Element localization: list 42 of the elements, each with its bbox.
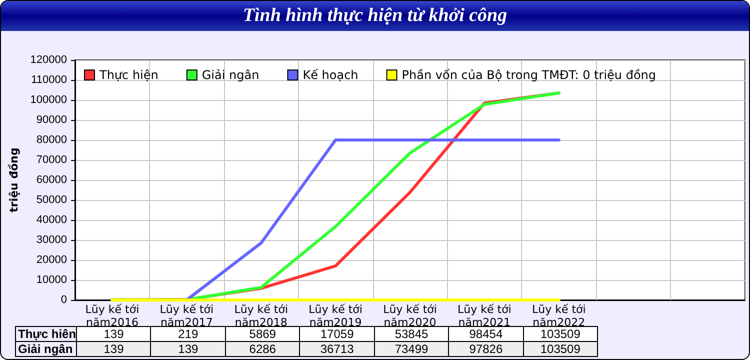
y-tick-label: 50000 <box>36 194 67 206</box>
chart-title: Tình hình thực hiện từ khởi công <box>1 1 749 31</box>
data-label: 219 <box>150 326 226 342</box>
text: Thực hiên <box>16 326 77 342</box>
y-axis-title: triệu đồng <box>7 148 20 212</box>
y-tick-label: 120000 <box>30 54 67 66</box>
x-tick-label: Lũy kế tới năm2019 <box>308 303 362 329</box>
data-label: 36713 <box>300 342 374 356</box>
data-label: 103509 <box>523 342 598 356</box>
data-label: 98454 <box>448 326 524 342</box>
x-tick-label: Lũy kế tới năm2017 <box>160 303 214 329</box>
y-tick-label: 100000 <box>30 94 67 106</box>
x-tick-label: Lũy kế tới năm2021 <box>458 303 512 329</box>
x-tick-label: Lũy kế tới năm2016 <box>85 303 140 329</box>
y-tick-label: 40000 <box>36 214 67 226</box>
data-label: 6286 <box>225 342 300 356</box>
y-tick-label: 10000 <box>36 274 67 286</box>
y-tick-label: 20000 <box>36 254 67 266</box>
y-tick-label: 90000 <box>36 114 67 126</box>
legend-label: Giải ngân <box>202 68 260 82</box>
legend-label: Thực hiện <box>98 68 158 82</box>
y-tick-label: 110000 <box>31 74 67 86</box>
y-tick-label: 70000 <box>36 154 67 166</box>
x-tick-label: Lũy kế tới năm2018 <box>234 303 288 329</box>
data-label: 73499 <box>374 342 449 356</box>
legend-label: Phần vốn của Bộ trong TMĐT: 0 triệu đồng <box>402 68 656 82</box>
y-tick-label: 60000 <box>36 174 67 186</box>
data-label: 139 <box>76 326 151 342</box>
y-tick-label: 80000 <box>36 134 67 146</box>
data-label: 139 <box>76 342 151 356</box>
data-label: 139 <box>150 342 226 356</box>
y-tick-label: 0 <box>60 294 67 306</box>
legend-label: Kế hoạch <box>302 68 358 82</box>
text: Giải ngân <box>16 342 77 356</box>
data-label: 97826 <box>448 342 524 356</box>
x-tick-label: Lũy kế tới năm2022 <box>532 303 586 329</box>
y-tick-label: 30000 <box>36 234 67 246</box>
data-label: 5869 <box>225 326 300 342</box>
data-label: 53845 <box>374 326 449 342</box>
data-label: 17059 <box>300 326 374 342</box>
data-label: 103509 <box>523 326 598 342</box>
x-tick-label: Lũy kế tới năm2020 <box>383 303 437 329</box>
